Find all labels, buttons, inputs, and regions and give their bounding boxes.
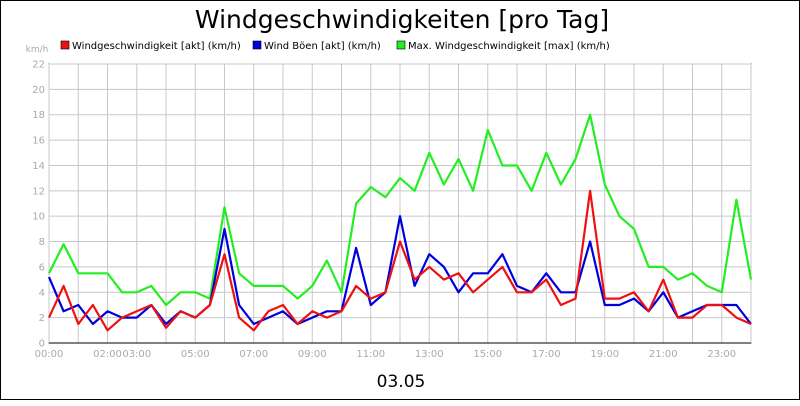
x-tick-label: 02:00 [93,349,122,360]
x-tick-label: 21:00 [649,349,678,360]
series-line-0 [48,189,752,332]
x-tick-label: 07:00 [239,349,268,360]
y-tick-label: 22 [32,60,45,71]
legend-swatch-gusts [252,40,262,50]
y-tick-label: 20 [32,85,45,96]
x-axis-ticks: 00:00 02:00 03:00 05:00 07:00 09:00 11:00 13:00… [35,349,737,360]
x-tick-label: 03:00 [122,349,151,360]
x-tick-label: 09:00 [298,349,327,360]
x-tick-label: 11:00 [356,349,385,360]
legend-swatch-max-wind-speed [396,40,406,50]
series-lines [47,113,753,332]
y-tick-label: 4 [39,288,45,299]
y-tick-label: 6 [39,262,45,273]
x-tick-label: 17:00 [532,349,561,360]
legend: Windgeschwindigkeit [akt] (km/h) Wind Bö… [60,40,610,52]
y-tick-label: 14 [32,161,45,172]
y-tick-label: 10 [32,212,45,223]
y-tick-label: 2 [39,313,45,324]
y-tick-label: 18 [32,110,45,121]
x-tick-label: 19:00 [590,349,619,360]
y-tick-label: 0 [39,339,45,350]
y-axis-unit: km/h [26,45,49,55]
x-tick-label: 15:00 [473,349,502,360]
series-line-1 [47,215,752,326]
legend-label-gusts: Wind Böen [akt] (km/h) [264,41,381,52]
legend-label-wind-speed: Windgeschwindigkeit [akt] (km/h) [72,41,241,52]
x-tick-label: 05:00 [181,349,210,360]
y-tick-label: 16 [32,136,45,147]
x-tick-label: 13:00 [415,349,444,360]
chart-title: Windgeschwindigkeiten [pro Tag] [195,5,609,34]
legend-label-max-wind-speed: Max. Windgeschwindigkeit [max] (km/h) [408,41,610,52]
x-axis-date-label: 03.05 [377,372,426,392]
y-axis-ticks: 0 2 4 6 8 10 12 14 16 18 20 22 [32,60,45,350]
y-tick-label: 12 [32,186,45,197]
x-tick-label: 00:00 [35,349,64,360]
legend-swatch-wind-speed [60,40,70,50]
series-line-2 [48,113,753,307]
y-tick-label: 8 [39,237,45,248]
x-tick-label: 23:00 [707,349,736,360]
